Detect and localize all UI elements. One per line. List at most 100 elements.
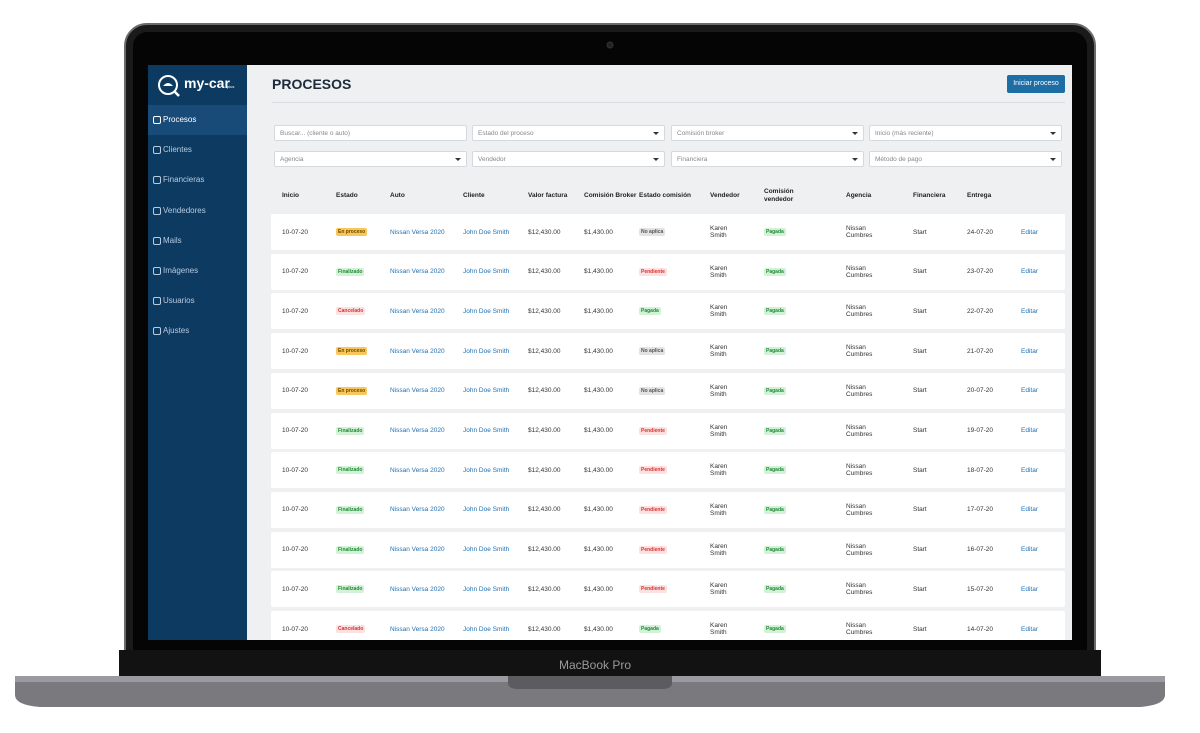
nav-item[interactable]: Vendedores <box>148 196 247 226</box>
cell-link[interactable]: Nissan Versa 2020 <box>390 546 445 554</box>
nav-item[interactable]: Usuarios <box>148 286 247 316</box>
cell: Nissan Cumbres <box>846 344 873 359</box>
search-input[interactable]: Buscar... (cliente o auto) <box>274 125 467 141</box>
cell: Start <box>913 268 927 276</box>
cell-link[interactable]: Nissan Versa 2020 <box>390 466 445 474</box>
column-header: Entrega <box>967 192 992 199</box>
cell: Start <box>913 466 927 474</box>
status-badge: Pagada <box>639 307 661 316</box>
cell: 15-07-20 <box>967 585 994 593</box>
cell: $1,430.00 <box>584 228 613 236</box>
cell-link[interactable]: John Doe Smith <box>463 268 510 276</box>
cell: Nissan Cumbres <box>846 264 873 279</box>
cell-link[interactable]: Nissan Versa 2020 <box>390 268 445 276</box>
table-row[interactable] <box>271 611 1065 640</box>
cell-link[interactable]: Editar <box>1021 506 1038 514</box>
cell: $1,430.00 <box>584 546 613 554</box>
cell-link[interactable]: Nissan Versa 2020 <box>390 427 445 434</box>
cell-link[interactable]: Editar <box>1021 427 1038 434</box>
cell: Nissan Cumbres <box>846 622 873 636</box>
filter-select[interactable]: Inicio (más reciente) <box>869 125 1062 141</box>
status-badge: Pendiente <box>639 426 667 435</box>
cell-link[interactable]: Editar <box>1021 347 1038 355</box>
table-row[interactable] <box>271 491 1065 528</box>
nav-icon <box>153 176 161 185</box>
cell-link[interactable]: Editar <box>1021 585 1038 593</box>
main: Buscar... (cliente o auto) Estado del pro… <box>148 65 1072 640</box>
cell: 10-07-20 <box>282 466 309 474</box>
nav-item[interactable]: Financieras <box>148 165 247 195</box>
column-header: Inicio <box>282 192 299 199</box>
cell: 10-07-20 <box>282 387 309 395</box>
table-row[interactable] <box>271 214 1065 250</box>
cell-link[interactable]: John Doe Smith <box>463 228 510 236</box>
column-header: Estado <box>336 192 358 199</box>
cell-link[interactable]: Nissan Versa 2020 <box>390 307 445 315</box>
cell-link[interactable]: John Doe Smith <box>463 307 510 315</box>
nav-item[interactable]: Ajustes <box>148 316 247 346</box>
cell-link[interactable]: John Doe Smith <box>463 546 510 554</box>
status-badge: No aplica <box>639 347 666 356</box>
nav-item[interactable]: Imágenes <box>148 256 247 286</box>
filter-select[interactable]: Vendedor <box>472 151 665 167</box>
cell-link[interactable]: John Doe Smith <box>463 466 510 474</box>
table-row[interactable] <box>271 333 1065 370</box>
nav-icon <box>153 327 161 336</box>
table-row[interactable] <box>271 412 1065 449</box>
filter-select[interactable]: Comisión broker <box>671 125 864 141</box>
cell-link[interactable]: Editar <box>1021 546 1038 554</box>
status-badge: Finalizado <box>336 585 365 594</box>
sidebar: my-car plus Procesos Clientes Financieras V… <box>148 65 247 640</box>
cell: 21-07-20 <box>967 347 994 355</box>
status-badge: Cancelado <box>336 625 366 633</box>
status-badge: Pagada <box>764 267 786 276</box>
cell-link[interactable]: Editar <box>1021 228 1038 236</box>
status-badge: No aplica <box>639 228 666 236</box>
status-badge: Pendiente <box>639 466 667 475</box>
cell-link[interactable]: John Doe Smith <box>463 625 510 633</box>
cell: Start <box>913 347 927 355</box>
filter-select[interactable]: Estado del proceso <box>472 125 665 141</box>
cell-link[interactable]: John Doe Smith <box>463 506 510 514</box>
filter-select[interactable]: Método de pago <box>869 151 1062 167</box>
divider <box>272 102 1065 103</box>
nav-item[interactable]: Mails <box>148 226 247 256</box>
cell-link[interactable]: Nissan Versa 2020 <box>390 228 445 236</box>
column-header: Cliente <box>463 192 485 199</box>
filter-select[interactable]: Financiera <box>671 151 864 167</box>
cell: Nissan Cumbres <box>846 383 873 398</box>
cell: Karen Smith <box>710 582 728 597</box>
table-row[interactable] <box>271 452 1065 489</box>
cell-link[interactable]: John Doe Smith <box>463 347 510 355</box>
cell: Nissan Cumbres <box>846 225 873 239</box>
status-badge: Pendiente <box>639 585 667 594</box>
cell-link[interactable]: Nissan Versa 2020 <box>390 585 445 593</box>
table-row[interactable] <box>271 372 1065 409</box>
status-badge: Pagada <box>764 307 786 316</box>
cell-link[interactable]: John Doe Smith <box>463 387 510 395</box>
brand-name: my-car <box>184 75 230 91</box>
cell-link[interactable]: John Doe Smith <box>463 585 510 593</box>
cell-link[interactable]: Nissan Versa 2020 <box>390 506 445 514</box>
table-row[interactable] <box>271 293 1065 330</box>
start-button[interactable]: Iniciar proceso <box>1007 75 1065 93</box>
cell-link[interactable]: Nissan Versa 2020 <box>390 625 445 633</box>
cell-link[interactable]: Editar <box>1021 625 1038 633</box>
nav-label: Usuarios <box>163 296 195 306</box>
cell-link[interactable]: Editar <box>1021 268 1038 276</box>
status-badge: Pagada <box>764 347 786 356</box>
cell-link[interactable]: Editar <box>1021 387 1038 395</box>
table-row[interactable] <box>271 571 1065 608</box>
status-badge: Finalizado <box>336 545 365 554</box>
cell-link[interactable]: John Doe Smith <box>463 427 510 434</box>
table-row[interactable] <box>271 531 1065 568</box>
table-row[interactable] <box>271 253 1065 290</box>
cell-link[interactable]: Nissan Versa 2020 <box>390 387 445 395</box>
filter-select[interactable]: Agencia <box>274 151 467 167</box>
nav-item[interactable]: Procesos <box>148 105 247 135</box>
cell-link[interactable]: Nissan Versa 2020 <box>390 347 445 355</box>
nav-item[interactable]: Clientes <box>148 135 247 165</box>
cell-link[interactable]: Editar <box>1021 466 1038 474</box>
status-badge: Finalizado <box>336 267 365 276</box>
cell-link[interactable]: Editar <box>1021 307 1038 315</box>
